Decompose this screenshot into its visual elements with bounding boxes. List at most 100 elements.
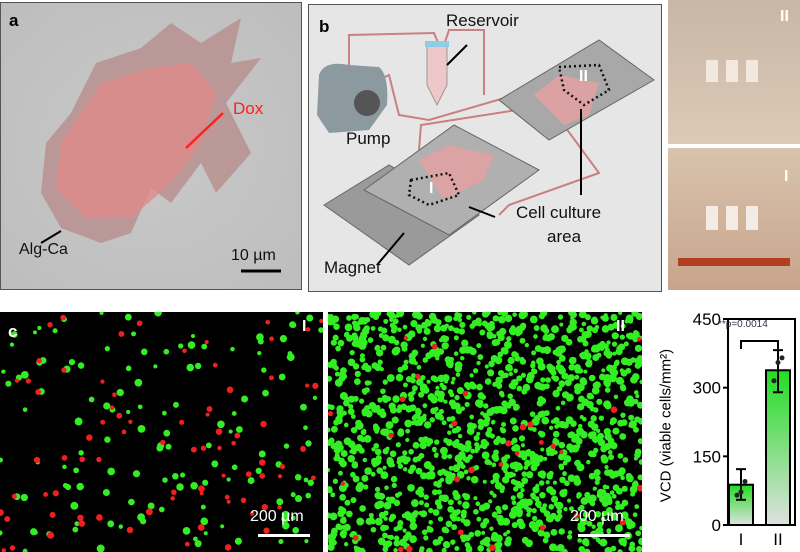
live-cell bbox=[461, 492, 468, 498]
live-cell bbox=[591, 327, 599, 334]
live-cell bbox=[491, 531, 499, 539]
dead-cell bbox=[61, 367, 67, 373]
y-axis-label: VCD (viable cells/mm²) bbox=[657, 348, 675, 503]
live-cell bbox=[371, 362, 379, 369]
live-cell bbox=[615, 348, 623, 356]
dead-cell bbox=[86, 434, 93, 441]
live-cell bbox=[377, 537, 386, 546]
live-cell bbox=[281, 521, 290, 530]
live-cell bbox=[62, 464, 67, 470]
dead-cell bbox=[118, 330, 125, 337]
live-cell bbox=[389, 406, 397, 414]
dead-cell bbox=[77, 514, 84, 522]
live-cell bbox=[139, 518, 147, 525]
dead-cell bbox=[184, 541, 190, 547]
live-cell bbox=[555, 346, 563, 355]
dead-cell bbox=[197, 524, 205, 531]
chip-photo-ii: II bbox=[668, 0, 800, 144]
live-cell bbox=[613, 394, 619, 400]
live-cell bbox=[437, 479, 443, 484]
dead-cell bbox=[610, 406, 618, 414]
live-cell bbox=[290, 492, 296, 498]
dead-cell bbox=[116, 412, 123, 419]
live-cell bbox=[424, 502, 430, 508]
dead-cell bbox=[224, 494, 230, 500]
live-cell bbox=[328, 427, 331, 433]
live-cell bbox=[512, 425, 519, 432]
live-cell bbox=[378, 492, 386, 500]
live-cell bbox=[176, 483, 184, 491]
live-cell bbox=[422, 403, 428, 409]
live-cell bbox=[353, 545, 358, 550]
live-cell bbox=[187, 341, 196, 349]
live-cell bbox=[636, 545, 642, 552]
live-cell bbox=[5, 380, 12, 387]
live-cell bbox=[419, 546, 425, 552]
live-cell bbox=[520, 443, 525, 448]
live-cell bbox=[620, 369, 628, 377]
live-cell bbox=[0, 457, 3, 463]
live-cell bbox=[621, 485, 628, 492]
dead-cell bbox=[405, 545, 413, 552]
live-cell bbox=[416, 418, 424, 427]
live-cell bbox=[367, 337, 374, 343]
live-cell bbox=[421, 529, 428, 535]
live-cell bbox=[231, 464, 238, 471]
live-cell bbox=[540, 447, 545, 452]
image-label: I bbox=[302, 318, 307, 335]
live-cell bbox=[589, 406, 595, 412]
dead-cell bbox=[305, 327, 311, 332]
live-cell bbox=[576, 494, 581, 499]
live-cell bbox=[434, 412, 443, 420]
live-cell bbox=[597, 539, 602, 544]
live-cell bbox=[533, 460, 540, 467]
dead-cell bbox=[539, 525, 546, 531]
live-cell bbox=[474, 448, 479, 454]
live-cell bbox=[350, 497, 357, 504]
live-cell bbox=[552, 437, 558, 443]
live-cell bbox=[504, 539, 512, 547]
live-cell bbox=[612, 427, 620, 435]
live-cell bbox=[334, 371, 340, 377]
live-cell bbox=[504, 520, 509, 526]
live-cell bbox=[78, 450, 84, 456]
live-cell bbox=[11, 331, 18, 338]
live-cell bbox=[339, 493, 347, 501]
live-cell bbox=[373, 443, 380, 449]
live-cell bbox=[542, 537, 549, 544]
live-cell bbox=[545, 480, 550, 485]
live-cell bbox=[597, 432, 604, 440]
live-cell bbox=[596, 488, 605, 497]
live-cell bbox=[552, 375, 560, 382]
live-cell bbox=[579, 415, 584, 420]
live-cell bbox=[637, 474, 642, 481]
live-cell bbox=[340, 367, 347, 375]
live-cell bbox=[611, 494, 617, 499]
live-cell bbox=[463, 456, 471, 464]
live-cell bbox=[416, 364, 422, 370]
live-cell bbox=[496, 405, 504, 413]
live-cell bbox=[337, 470, 343, 476]
live-cell bbox=[418, 436, 424, 443]
live-cell bbox=[422, 436, 429, 444]
live-cell bbox=[526, 512, 531, 518]
live-cell bbox=[532, 487, 538, 492]
live-cell bbox=[584, 491, 591, 499]
live-cell bbox=[278, 373, 286, 381]
live-cell bbox=[359, 356, 366, 363]
live-cell bbox=[415, 467, 423, 475]
live-cell bbox=[258, 450, 266, 458]
live-cell bbox=[492, 493, 497, 498]
live-cell bbox=[351, 332, 358, 339]
live-cell bbox=[437, 469, 444, 476]
live-cell bbox=[546, 486, 554, 494]
live-cell bbox=[503, 406, 508, 411]
live-cell bbox=[501, 422, 506, 427]
live-cell bbox=[432, 509, 440, 516]
dead-cell bbox=[269, 336, 274, 342]
live-cell bbox=[567, 474, 576, 483]
live-cell bbox=[532, 368, 538, 375]
dead-cell bbox=[60, 314, 67, 321]
live-cell bbox=[604, 547, 613, 552]
live-cell bbox=[434, 439, 440, 445]
